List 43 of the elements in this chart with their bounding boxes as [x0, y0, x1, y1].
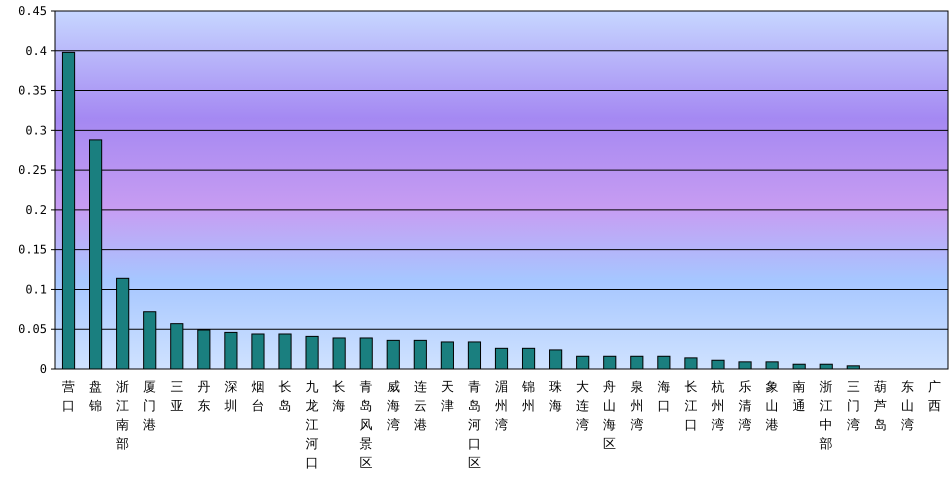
- x-tick-label: 丹东: [197, 380, 210, 414]
- x-tick-label: 大连湾: [576, 380, 590, 433]
- x-tick-label: 三门湾: [846, 380, 860, 433]
- x-tick-label: 连云港: [414, 380, 427, 433]
- x-tick-label: 锦州: [521, 380, 536, 414]
- x-tick-label: 象山港: [766, 380, 779, 433]
- y-tick-label: 0.45: [18, 4, 47, 18]
- x-tick-label: 珠海: [549, 380, 562, 414]
- y-tick-label: 0.3: [25, 123, 47, 138]
- y-tick-label: 0.4: [25, 44, 47, 58]
- x-tick-label: 湄州湾: [495, 380, 508, 433]
- x-tick-label: 长海: [332, 380, 346, 414]
- y-tick-label: 0.15: [18, 242, 47, 257]
- x-tick-label: 长江口: [684, 380, 698, 433]
- x-tick-label: 浙江南部: [116, 380, 130, 452]
- x-tick-label: 杭州湾: [710, 380, 724, 433]
- x-tick-label: 青岛河口区: [468, 380, 481, 471]
- x-tick-label: 营口: [62, 380, 76, 414]
- x-tick-label: 泉州湾: [630, 380, 644, 433]
- x-tick-label: 威海湾: [386, 380, 400, 433]
- x-tick-label: 青岛风景区: [360, 380, 373, 471]
- x-tick-label: 浙江中部: [820, 380, 833, 452]
- y-tick-label: 0.05: [18, 322, 47, 336]
- y-tick-label: 0.2: [25, 202, 47, 217]
- x-tick-label: 长岛: [278, 380, 292, 414]
- x-tick-label: 盘锦: [88, 380, 102, 414]
- x-tick-label: 南通: [792, 380, 806, 414]
- y-tick-label: 0: [40, 362, 47, 376]
- x-tick-label: 海口: [657, 380, 670, 414]
- x-tick-label: 三亚: [170, 380, 184, 414]
- x-tick-label: 乐清湾: [738, 380, 752, 433]
- x-tick-label: 烟台: [251, 380, 264, 414]
- x-tick-label: 舟山海区: [603, 380, 616, 452]
- x-tick-label: 深圳: [223, 380, 238, 414]
- x-tick-label: 东山湾: [900, 380, 914, 433]
- y-tick-label: 0.1: [25, 282, 47, 296]
- x-tick-label: 葫芦岛: [874, 380, 887, 433]
- y-tick-label: 0.25: [18, 163, 47, 178]
- x-tick-label: 九龙江河口: [306, 380, 319, 471]
- x-tick-label: 天津: [440, 380, 454, 414]
- x-tick-label: 厦门港: [143, 380, 156, 433]
- y-tick-label: 0.35: [18, 84, 47, 98]
- x-tick-label: 广西: [928, 380, 941, 414]
